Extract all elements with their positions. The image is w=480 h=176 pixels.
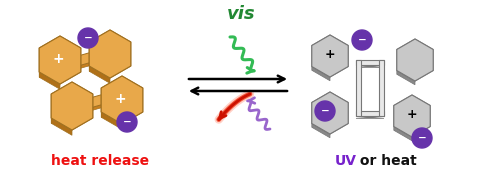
Polygon shape [89, 30, 131, 78]
Text: −: − [358, 35, 366, 45]
Polygon shape [86, 103, 108, 112]
Polygon shape [101, 76, 143, 124]
Circle shape [352, 30, 372, 50]
Polygon shape [356, 60, 361, 116]
Text: −: − [321, 106, 329, 116]
Polygon shape [51, 82, 93, 130]
Circle shape [117, 112, 137, 132]
Polygon shape [89, 66, 110, 83]
Polygon shape [356, 111, 384, 116]
Polygon shape [312, 124, 330, 138]
Polygon shape [397, 71, 415, 85]
Polygon shape [312, 67, 330, 81]
Polygon shape [379, 60, 384, 116]
Text: vis: vis [227, 5, 255, 23]
Circle shape [78, 28, 98, 48]
Polygon shape [312, 35, 348, 77]
Text: +: + [407, 108, 417, 121]
Polygon shape [86, 93, 108, 109]
Polygon shape [394, 95, 430, 137]
Polygon shape [39, 36, 81, 84]
Text: +: + [52, 52, 64, 66]
Polygon shape [39, 36, 81, 84]
Polygon shape [39, 72, 60, 89]
Text: −: − [122, 117, 132, 127]
Circle shape [412, 128, 432, 148]
Text: or heat: or heat [355, 154, 417, 168]
Polygon shape [397, 39, 433, 81]
Circle shape [315, 101, 335, 121]
Polygon shape [74, 61, 96, 70]
Polygon shape [394, 95, 430, 137]
Polygon shape [397, 39, 433, 81]
Text: −: − [418, 133, 426, 143]
Polygon shape [74, 51, 96, 67]
Text: UV: UV [335, 154, 357, 168]
Polygon shape [356, 60, 384, 65]
Text: heat release: heat release [51, 154, 149, 168]
Polygon shape [101, 112, 122, 129]
Polygon shape [312, 92, 348, 134]
Text: −: − [84, 33, 92, 43]
Polygon shape [51, 118, 72, 135]
Polygon shape [101, 76, 143, 124]
Text: +: + [324, 49, 336, 61]
Polygon shape [89, 30, 131, 78]
Polygon shape [312, 92, 348, 134]
Polygon shape [356, 65, 384, 67]
Text: +: + [114, 92, 126, 106]
Polygon shape [312, 35, 348, 77]
Polygon shape [356, 116, 384, 118]
Polygon shape [394, 127, 412, 141]
Polygon shape [51, 82, 93, 130]
